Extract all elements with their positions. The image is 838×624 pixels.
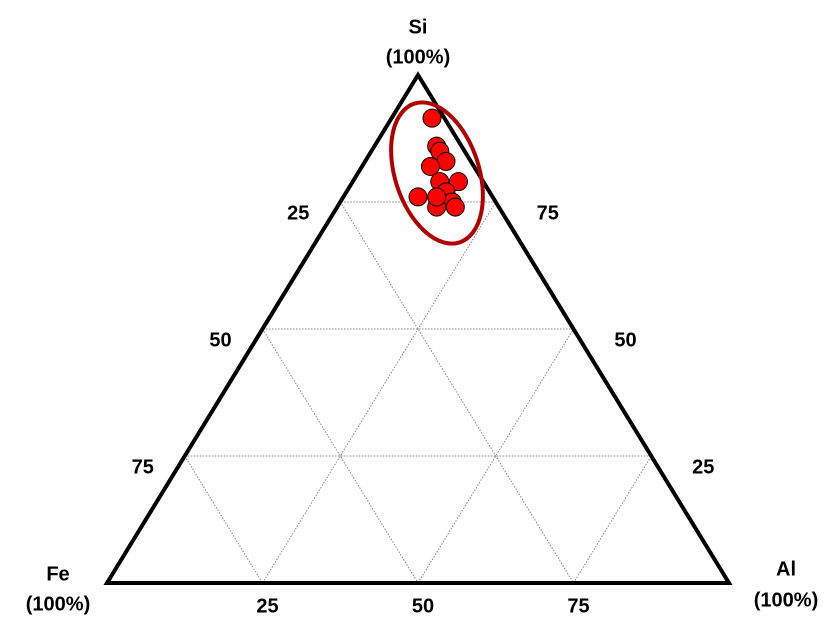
fe-tick-label: 50 <box>209 329 231 351</box>
data-point <box>427 187 447 207</box>
data-point <box>448 172 468 192</box>
al-tick-label: 50 <box>412 595 434 617</box>
grid-line <box>573 455 652 584</box>
grid-line <box>262 201 497 584</box>
data-point <box>445 197 465 217</box>
vertex-label: (100%) <box>386 46 450 68</box>
grid-line <box>339 201 574 584</box>
si-tick-label: 75 <box>537 202 559 224</box>
si-tick-label: 25 <box>692 456 714 478</box>
grid <box>184 201 652 584</box>
grid-line <box>184 455 263 584</box>
vertex-label: (100%) <box>26 593 90 615</box>
vertex-name: Si <box>409 16 428 38</box>
fe-tick-label: 75 <box>132 456 154 478</box>
points <box>408 108 468 217</box>
data-point <box>420 156 440 176</box>
data-point <box>408 187 428 207</box>
si-tick-label: 50 <box>614 329 636 351</box>
fe-tick-label: 25 <box>287 202 309 224</box>
vertex-name: Al <box>776 558 796 580</box>
vertex-name: Fe <box>46 563 69 585</box>
triangle <box>103 71 733 585</box>
al-tick-label: 25 <box>256 595 278 617</box>
cluster-outline <box>389 100 485 246</box>
data-point <box>422 108 442 128</box>
al-tick-label: 75 <box>567 595 589 617</box>
vertex-label: (100%) <box>754 589 818 611</box>
